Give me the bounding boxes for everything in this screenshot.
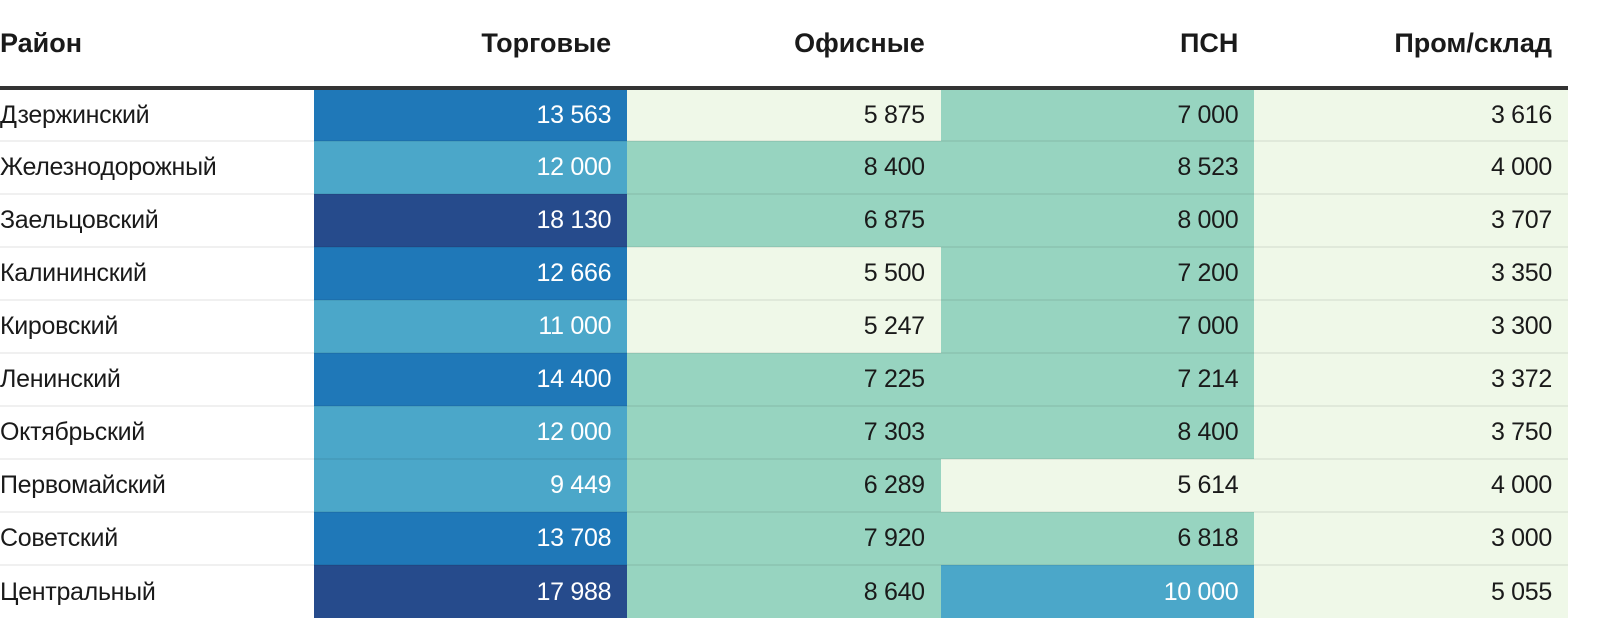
heatmap-cell: 6 289 [627,458,941,512]
heatmap-cell: 3 350 [1254,246,1568,300]
heatmap-cell: 13 708 [313,511,628,565]
heatmap-cell: 3 300 [1254,299,1568,353]
heatmap-cell: 7 920 [627,511,941,565]
column-header: Район [0,0,314,90]
heatmap-cell: 10 000 [940,564,1255,618]
heatmap-cell: 9 449 [313,458,628,512]
heatmap-cell: 7 000 [940,299,1255,353]
heatmap-cell: 11 000 [313,299,628,353]
column-header: Пром/склад [1254,0,1568,90]
heatmap-cell: 4 000 [1254,140,1568,194]
heatmap-cell: 3 616 [1254,88,1568,141]
heatmap-cell: 12 666 [313,246,628,300]
table-row: Кировский 11 000 5 247 7 000 3 300 [0,299,1568,353]
table-row: Заельцовский 18 130 6 875 8 000 3 707 [0,193,1568,247]
district-name: Кировский [0,299,314,353]
heatmap-cell: 3 707 [1254,193,1568,247]
heatmap-cell: 8 640 [627,564,941,618]
heatmap-cell: 12 000 [313,140,628,194]
heatmap-cell: 12 000 [313,405,628,459]
heatmap-cell: 5 500 [627,246,941,300]
heatmap-cell: 17 988 [313,564,628,618]
table-row: Железнодорожный 12 000 8 400 8 523 4 000 [0,140,1568,194]
column-header: ПСН [940,0,1255,90]
heatmap-cell: 18 130 [313,193,628,247]
heatmap-cell: 7 214 [940,352,1255,406]
heatmap-cell: 4 000 [1254,458,1568,512]
table-row: Дзержинский 13 563 5 875 7 000 3 616 [0,88,1568,141]
heatmap-cell: 14 400 [313,352,628,406]
heatmap-cell: 6 818 [940,511,1255,565]
heatmap-cell: 8 400 [940,405,1255,459]
heatmap-cell: 5 055 [1254,564,1568,618]
heatmap-cell: 5 247 [627,299,941,353]
column-header: Офисные [627,0,941,90]
heatmap-cell: 5 614 [940,458,1255,512]
heatmap-cell: 13 563 [313,88,628,141]
heatmap-cell: 3 750 [1254,405,1568,459]
district-name: Советский [0,511,314,565]
district-name: Калининский [0,246,314,300]
column-header: Торговые [313,0,628,90]
table-row: Калининский 12 666 5 500 7 200 3 350 [0,246,1568,300]
heatmap-cell: 7 303 [627,405,941,459]
heatmap-cell: 3 372 [1254,352,1568,406]
table-row: Первомайский 9 449 6 289 5 614 4 000 [0,458,1568,512]
district-name: Первомайский [0,458,314,512]
heatmap-cell: 8 523 [940,140,1255,194]
district-name: Ленинский [0,352,314,406]
table-row: Советский 13 708 7 920 6 818 3 000 [0,511,1568,565]
heatmap-cell: 8 000 [940,193,1255,247]
heatmap-cell: 7 225 [627,352,941,406]
heatmap-cell: 3 000 [1254,511,1568,565]
table-row: Октябрьский 12 000 7 303 8 400 3 750 [0,405,1568,459]
district-name: Железнодорожный [0,140,314,194]
district-name: Центральный [0,564,314,618]
table-row: Ленинский 14 400 7 225 7 214 3 372 [0,352,1568,406]
heatmap-cell: 7 000 [940,88,1255,141]
district-name: Октябрьский [0,405,314,459]
heatmap-cell: 7 200 [940,246,1255,300]
table-row: Центральный 17 988 8 640 10 000 5 055 [0,564,1568,618]
price-heatmap-table: Район Торговые Офисные ПСН Пром/склад Дзержи… [0,0,1568,618]
district-name: Дзержинский [0,100,150,129]
header-row: Район Торговые Офисные ПСН Пром/склад [0,0,1568,90]
heatmap-cell: 6 875 [627,193,941,247]
heatmap-cell: 5 875 [627,88,941,141]
district-name: Заельцовский [0,193,314,247]
heatmap-cell: 8 400 [627,140,941,194]
